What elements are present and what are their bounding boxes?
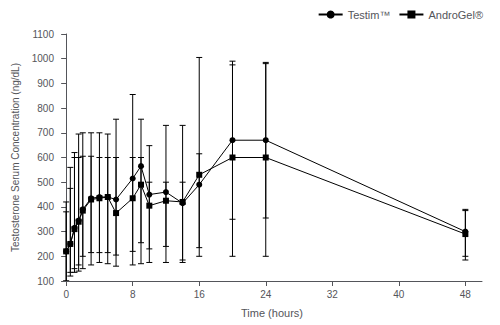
svg-text:400: 400 — [37, 201, 54, 212]
svg-text:1000: 1000 — [32, 53, 55, 64]
svg-text:800: 800 — [37, 103, 54, 114]
svg-text:32: 32 — [327, 289, 339, 300]
svg-text:Testosterone Serum Concentrati: Testosterone Serum Concentration (ng/dL) — [10, 63, 21, 252]
svg-text:700: 700 — [37, 127, 54, 138]
svg-text:900: 900 — [37, 78, 54, 89]
svg-text:1100: 1100 — [32, 29, 54, 40]
svg-text:Time (hours): Time (hours) — [241, 307, 303, 319]
svg-text:100: 100 — [37, 276, 54, 287]
svg-text:0: 0 — [63, 289, 69, 300]
svg-text:48: 48 — [460, 289, 472, 300]
svg-text:24: 24 — [260, 289, 272, 300]
svg-text:300: 300 — [37, 226, 54, 237]
svg-text:8: 8 — [130, 289, 136, 300]
svg-text:AndroGel®: AndroGel® — [428, 9, 483, 21]
svg-text:500: 500 — [37, 177, 54, 188]
svg-text:40: 40 — [393, 289, 405, 300]
svg-text:16: 16 — [194, 289, 206, 300]
svg-text:200: 200 — [37, 251, 54, 262]
svg-text:600: 600 — [37, 152, 54, 163]
svg-text:Testim™: Testim™ — [348, 9, 391, 21]
